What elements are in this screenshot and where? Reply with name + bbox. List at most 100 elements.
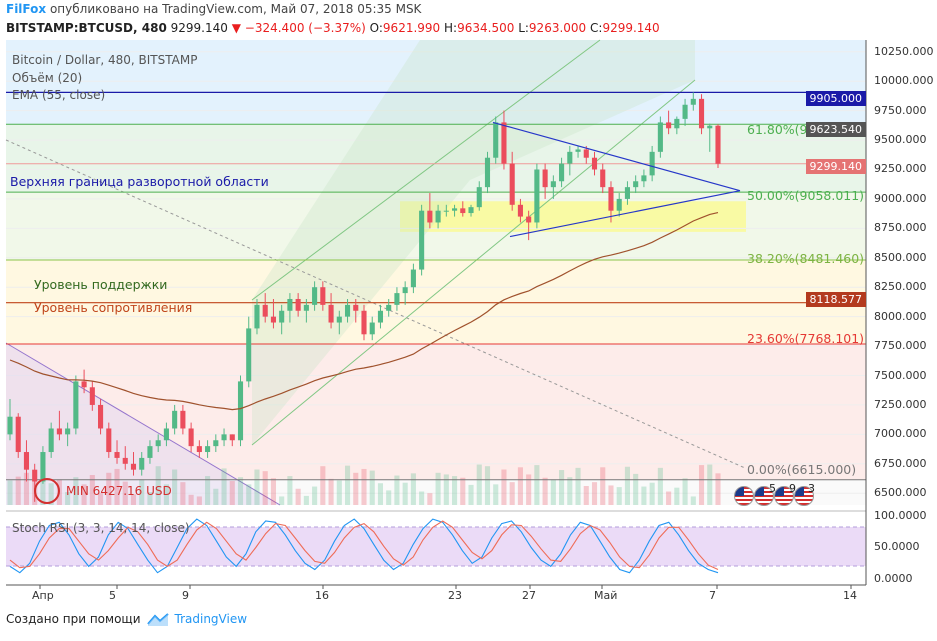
stoch-tick-label: 0.0000 [874, 572, 913, 585]
candle-body [139, 457, 145, 470]
fib-band [6, 259, 866, 344]
footer-brand[interactable]: TradingView [174, 612, 248, 626]
volume-bar [328, 478, 334, 505]
volume-bar [279, 496, 285, 505]
candle-body [460, 208, 466, 214]
us-flag-icon[interactable] [754, 486, 774, 506]
volume-bar [649, 482, 655, 505]
candle-body [303, 304, 309, 311]
candle-body [32, 469, 38, 482]
last-price: 9299.140 [170, 21, 228, 35]
volume-bar [254, 469, 260, 505]
y-tick-label: 9000.000 [874, 191, 927, 205]
x-tick-label: Май [594, 589, 618, 602]
volume-bar [81, 484, 87, 505]
candle-body [254, 304, 260, 329]
open-value: 9621.990 [382, 21, 441, 35]
symbol[interactable]: BITSTAMP:BTCUSD, 480 [6, 21, 167, 35]
volume-bar [682, 478, 688, 505]
ema-legend[interactable]: EMA (55, close) [12, 88, 106, 102]
candle-body [279, 310, 285, 323]
volume-bar [180, 482, 186, 505]
fib-50-label: 50.00%(9058.011) [747, 188, 865, 203]
volume-bar [130, 494, 137, 505]
volume-bar [262, 471, 268, 505]
volume-bar [575, 467, 581, 505]
close-label: C: [590, 21, 603, 35]
volume-bar [270, 478, 276, 505]
candle-body [707, 125, 713, 129]
tradingview-logo-icon[interactable] [146, 612, 169, 626]
candle-body [715, 125, 721, 164]
y-tick-label: 7500.000 [874, 368, 927, 382]
candle-body [147, 446, 153, 458]
volume-bar [122, 481, 128, 505]
volume-bar [526, 474, 532, 505]
candle-body [287, 298, 293, 311]
candle-body [229, 434, 235, 441]
triangle-lower-line [509, 190, 741, 238]
volume-bar [616, 487, 622, 505]
candle-body [666, 122, 672, 129]
y-tick-label: 6500.000 [874, 486, 927, 500]
volume-bar [600, 467, 606, 505]
candle-body [246, 328, 252, 382]
stoch-legend[interactable]: Stoch RSI (3, 3, 14, 14, close) [12, 521, 190, 535]
high-value: 9634.500 [457, 21, 515, 35]
downtrend-line [5, 342, 281, 506]
x-tick-label: 23 [448, 589, 462, 602]
volume-legend[interactable]: Объём (20) [12, 71, 83, 85]
resistance-annotation: Уровень сопротивления [34, 300, 193, 315]
volume-bar [608, 485, 614, 505]
volume-bar [287, 476, 293, 505]
volume-bar [155, 466, 161, 505]
price-change: −324.400 (−3.37%) [244, 21, 366, 35]
volume-bar [353, 472, 359, 505]
publish-info: опубликовано на TradingView.com, Май 07,… [49, 2, 422, 16]
volume-bar [715, 473, 721, 505]
candle-body [48, 428, 54, 453]
candle-body [402, 287, 408, 294]
volume-bar [361, 468, 367, 505]
volume-bar [106, 472, 112, 505]
candle-body [517, 204, 523, 217]
author-name[interactable]: FilFox [6, 2, 47, 16]
price-label-open: 9623.540 [805, 122, 866, 137]
volume-bar [377, 483, 384, 505]
candle-body [641, 175, 647, 182]
volume-bar [517, 467, 523, 505]
y-tick-label: 8500.000 [874, 250, 927, 264]
us-flag-icon[interactable] [734, 486, 754, 506]
candle-body [484, 157, 491, 188]
us-flag-icon[interactable] [774, 486, 794, 506]
candle-body [369, 322, 375, 335]
volume-bar [386, 490, 392, 505]
candle-body [163, 428, 169, 441]
volume-bar [196, 496, 202, 505]
candle-body [320, 287, 326, 305]
candle-body [468, 207, 474, 214]
volume-bar [23, 472, 30, 505]
candle-body [295, 298, 301, 311]
fib-0-label: 0.00%(6615.000) [747, 462, 857, 477]
close-value: 9299.140 [602, 21, 660, 35]
candle-body [624, 187, 630, 199]
us-flag-icon[interactable] [794, 486, 814, 506]
candle-body [600, 169, 606, 188]
min-marker-icon [34, 478, 60, 504]
volume-bar [237, 477, 244, 505]
y-tick-label: 6750.000 [874, 456, 927, 470]
candle-body [205, 446, 211, 453]
volume-bar [188, 494, 194, 505]
candle-body [65, 428, 71, 435]
candle-body [443, 210, 449, 212]
candle-body [567, 151, 573, 164]
volume-bar [229, 481, 235, 505]
candle-body [122, 457, 128, 464]
candle-body [81, 381, 87, 388]
candle-body [106, 428, 112, 453]
x-tick-label: 5 [109, 589, 116, 602]
chart-title[interactable]: Bitcoin / Dollar, 480, BITSTAMP [12, 53, 198, 67]
candle-body [674, 118, 680, 129]
